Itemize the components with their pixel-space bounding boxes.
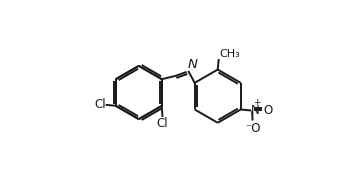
Text: N: N	[188, 58, 197, 71]
Text: +: +	[253, 98, 261, 107]
Text: O: O	[263, 104, 273, 117]
Text: Cl: Cl	[94, 98, 106, 111]
Text: Cl: Cl	[156, 117, 168, 130]
Text: CH₃: CH₃	[219, 49, 240, 59]
Text: N: N	[251, 104, 260, 117]
Text: ⁻O: ⁻O	[245, 122, 260, 135]
